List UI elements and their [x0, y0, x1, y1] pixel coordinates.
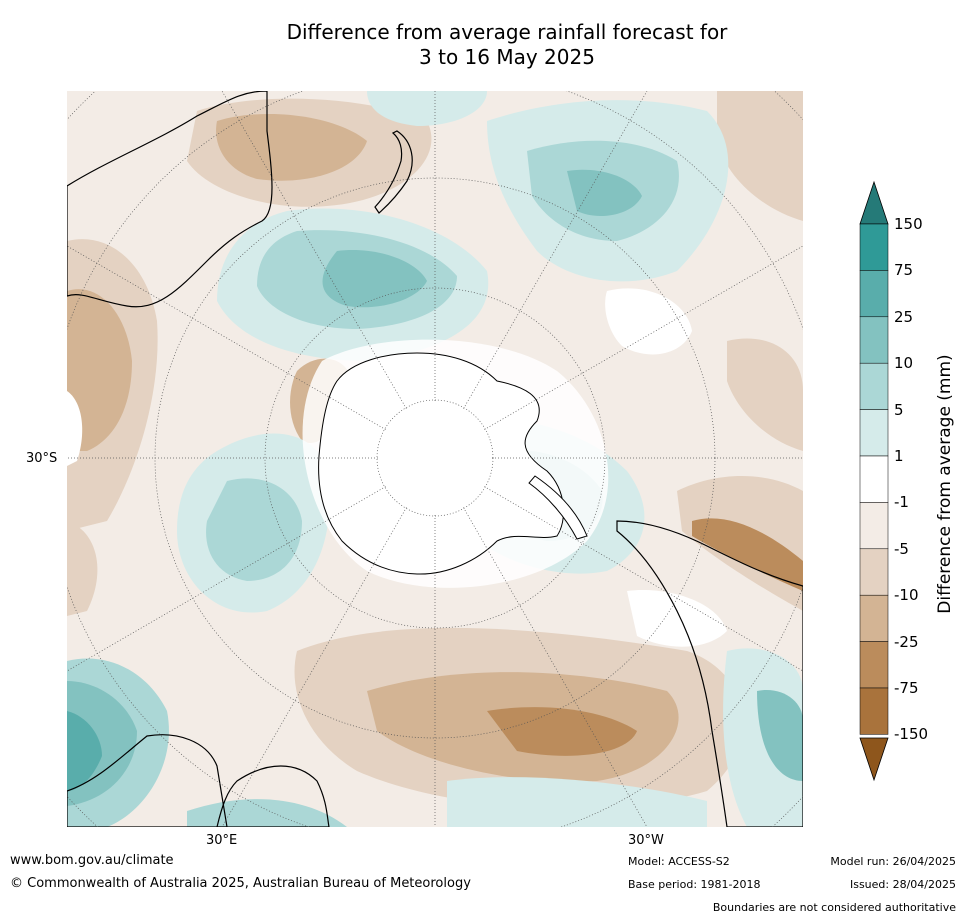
colorbar-tick-label: -10 — [894, 586, 919, 605]
colorbar-cell — [859, 409, 889, 457]
colorbar-cell — [859, 641, 889, 689]
pole-cap — [378, 401, 492, 515]
colorbar-tick-label: -150 — [894, 725, 929, 744]
colorbar-cell — [859, 548, 889, 596]
rainfall-difference-map — [67, 91, 803, 827]
south-america-coastline — [616, 520, 803, 827]
colorbar-tick-label: 25 — [894, 307, 914, 326]
australia-coastline — [67, 91, 273, 308]
model-text: Model: ACCESS-S2 — [628, 855, 730, 868]
new-zealand-coastline — [374, 130, 413, 214]
colorbar-cell — [859, 455, 889, 503]
longitude-label-30w: 30°W — [628, 833, 664, 848]
disclaimer-text: Boundaries are not considered authoritat… — [712, 901, 956, 914]
map-svg — [67, 91, 803, 827]
colorbar-tick-label: 10 — [894, 354, 914, 373]
latitude-label-30s: 30°S — [26, 451, 58, 466]
colorbar-cell — [859, 223, 889, 271]
colorbar-tick-label: 150 — [894, 215, 923, 233]
model-run-text: Model run: 26/04/2025 — [830, 855, 956, 868]
colorbar-tick-label: 5 — [894, 400, 904, 419]
title-line-2: 3 to 16 May 2025 — [419, 45, 595, 69]
copyright-text: © Commonwealth of Australia 2025, Austra… — [10, 876, 471, 891]
colorbar-cells — [859, 223, 889, 735]
colorbar-cell — [859, 362, 889, 410]
colorbar-cell — [859, 270, 889, 318]
colorbar-tick-label: 75 — [894, 261, 914, 280]
colorbar — [859, 180, 889, 782]
map-title: Difference from average rainfall forecas… — [200, 20, 814, 70]
colorbar-cell — [859, 687, 889, 735]
africa-coastline — [67, 734, 228, 827]
colorbar-bottom-arrow — [859, 737, 889, 782]
base-period-text: Base period: 1981-2018 — [628, 878, 761, 891]
colorbar-tick-label: 1 — [894, 447, 904, 465]
website-link[interactable]: www.bom.gov.au/climate — [10, 853, 174, 868]
colorbar-tick-label: -25 — [894, 632, 919, 651]
colorbar-cell — [859, 594, 889, 642]
colorbar-tick-label: -5 — [894, 539, 909, 558]
colorbar-top-arrow — [859, 180, 889, 225]
colorbar-tick-label: -1 — [894, 493, 909, 512]
antarctic-peninsula — [528, 475, 588, 540]
colorbar-cell — [859, 316, 889, 364]
longitude-label-30e: 30°E — [206, 833, 238, 848]
colorbar-title: Difference from average (mm) — [935, 354, 955, 614]
africa-south-coastline — [216, 765, 330, 827]
colorbar-cell — [859, 502, 889, 550]
colorbar-tick-label: -75 — [894, 679, 919, 697]
graticule — [67, 91, 803, 827]
issued-text: Issued: 28/04/2025 — [849, 878, 956, 891]
title-line-1: Difference from average rainfall forecas… — [286, 20, 728, 44]
